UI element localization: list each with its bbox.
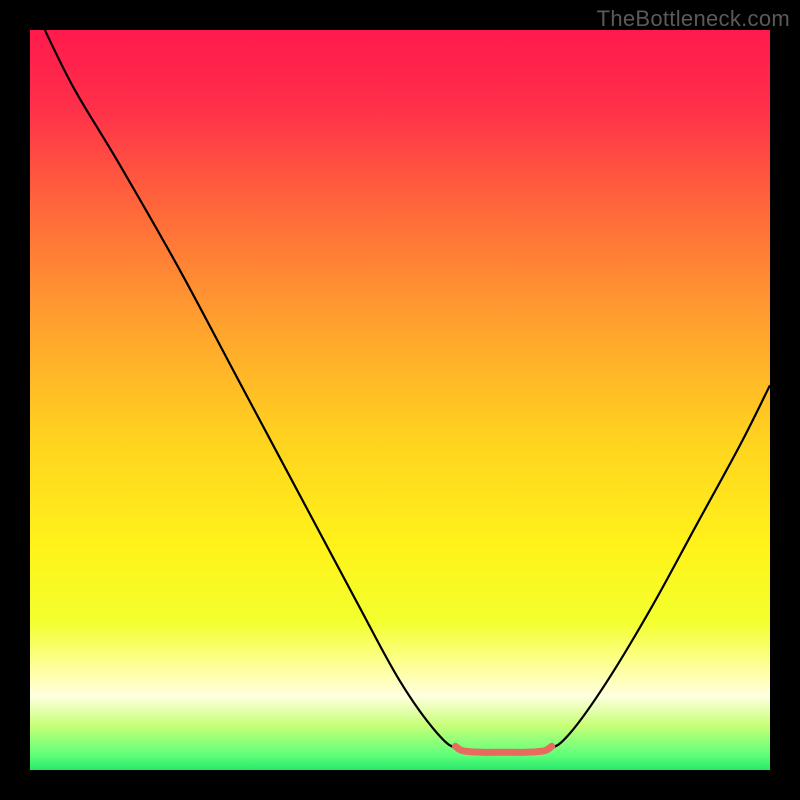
watermark-text: TheBottleneck.com [597, 6, 790, 32]
valley-marker [456, 746, 552, 752]
plot-area [30, 30, 770, 770]
bottleneck-chart: TheBottleneck.com [0, 0, 800, 800]
bottleneck-curve [45, 30, 770, 752]
curve-layer [30, 30, 770, 770]
